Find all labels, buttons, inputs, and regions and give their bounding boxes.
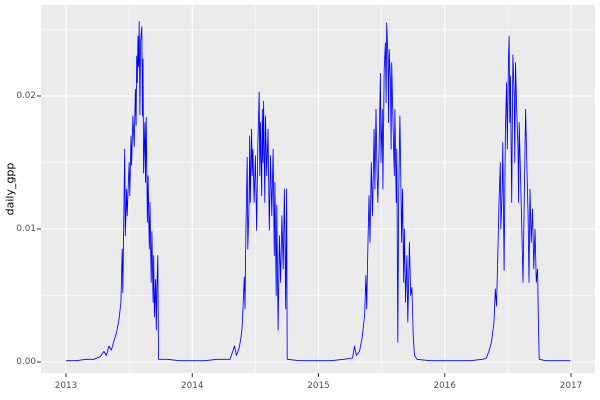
- gpp-line-series: [66, 21, 571, 362]
